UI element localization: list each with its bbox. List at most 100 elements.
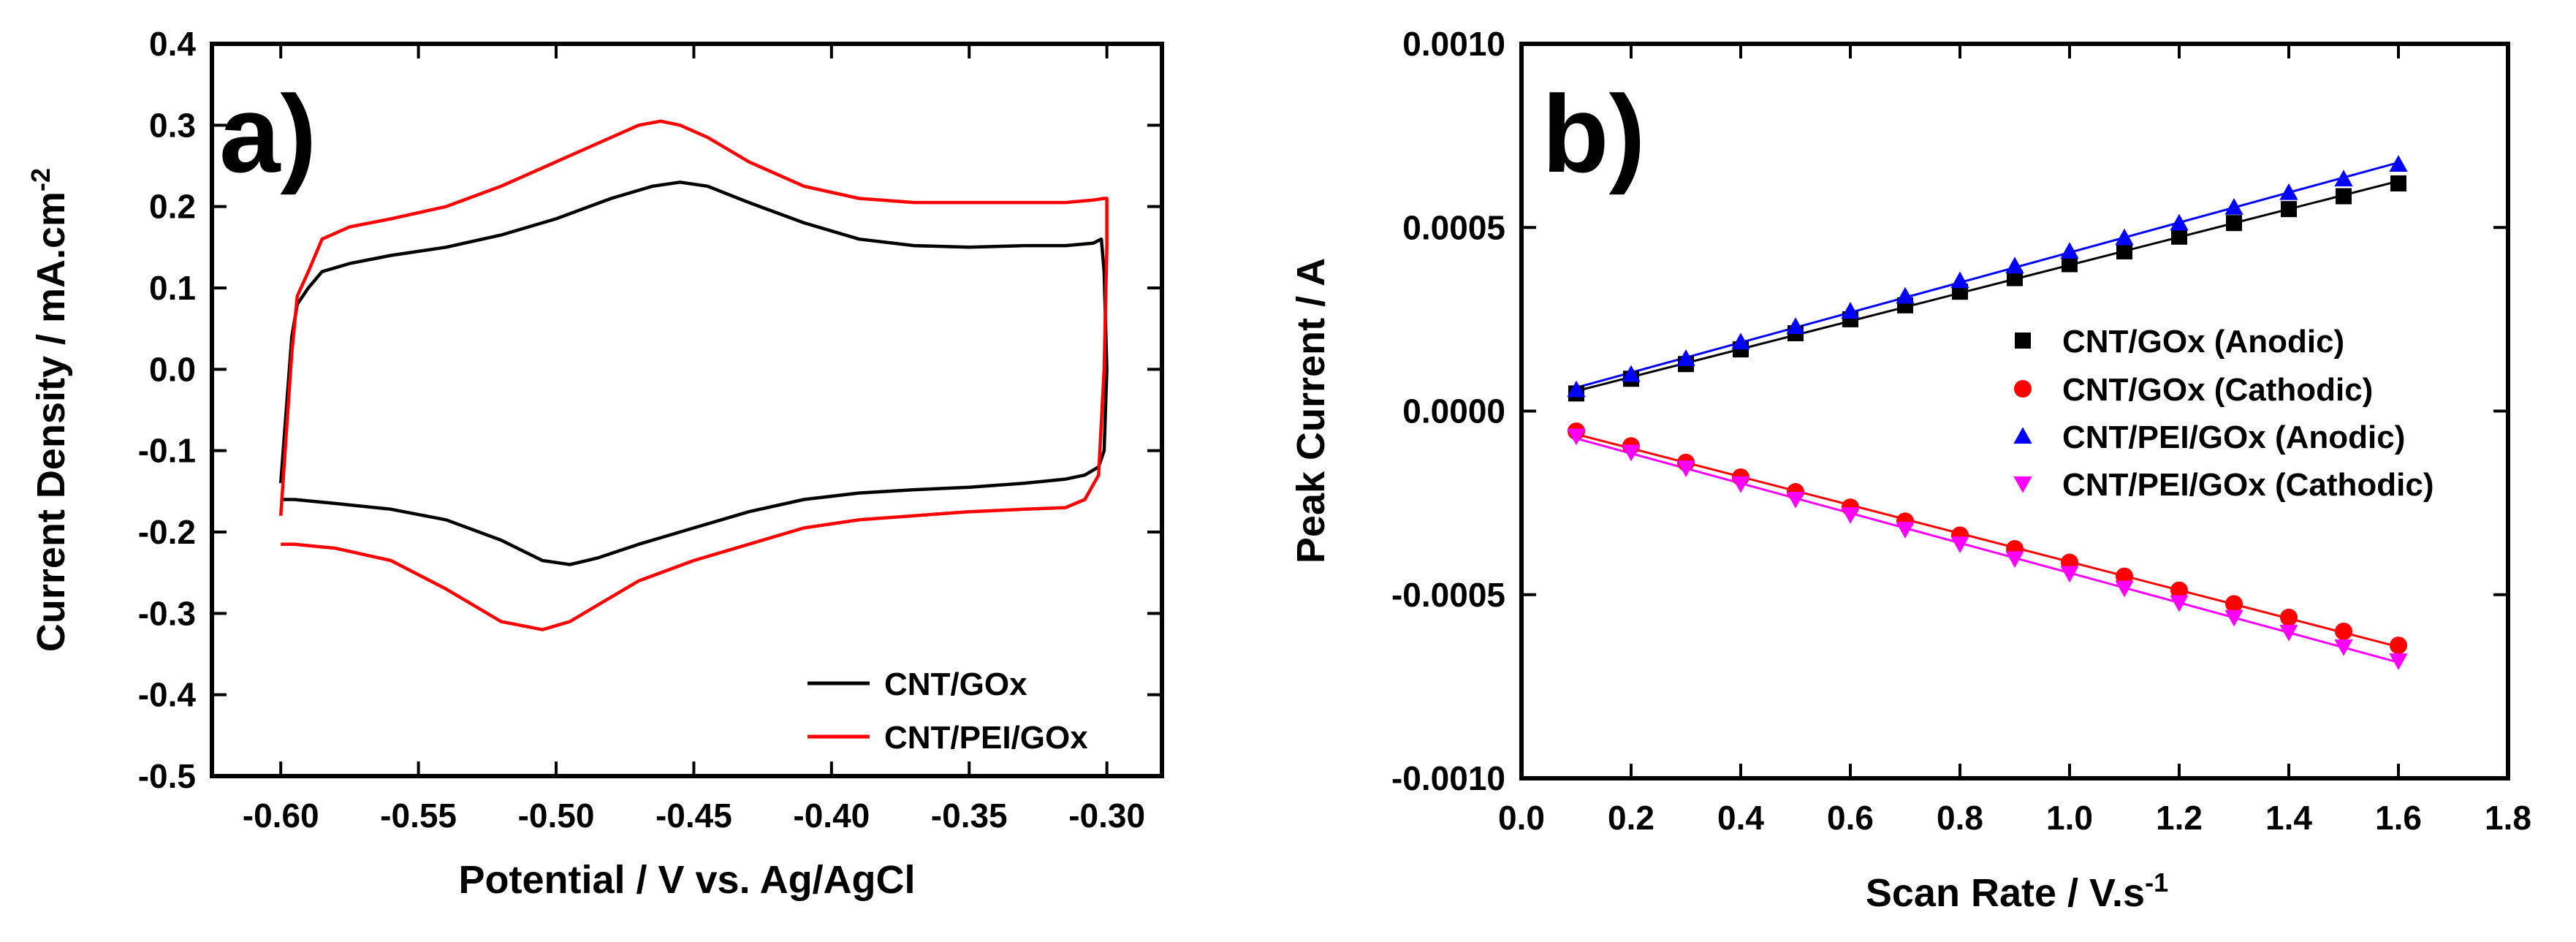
panel-b-plot-frame — [1519, 42, 2510, 780]
cv-curve-cnt-pei-gox — [278, 119, 1109, 631]
point-cnt-gox-cathodic — [2390, 637, 2407, 655]
point-cnt-gox-anodic — [2226, 215, 2242, 232]
panel-b-tick-marks — [1520, 42, 2509, 780]
panel-b-x-axis-title: Scan Rate / V.s-1 — [1866, 867, 2168, 915]
legend-label-cnt-gox: CNT/GOx — [884, 666, 1027, 702]
y-tick-label: -0.0010 — [1391, 759, 1505, 797]
y-tick-label: -0.2 — [138, 513, 196, 551]
fit-line-cnt-pei-gox-cathodic — [1576, 437, 2399, 664]
x-tick-label: 0.4 — [1717, 799, 1764, 837]
x-tick-label: -0.35 — [931, 797, 1008, 835]
point-cnt-gox-anodic — [2281, 201, 2297, 218]
point-cnt-gox-anodic — [2007, 270, 2023, 286]
y-tick-label: -0.1 — [138, 432, 196, 470]
y-tick-label: 0.0000 — [1402, 392, 1505, 430]
point-cnt-pei-gox-anodic — [2389, 155, 2408, 172]
legend-marker-cnt-gox-anodic — [2015, 333, 2031, 349]
x-tick-label: 0.0 — [1498, 799, 1545, 837]
point-cnt-gox-anodic — [2390, 175, 2406, 191]
point-cnt-gox-cathodic — [2335, 623, 2352, 640]
point-cnt-pei-gox-cathodic — [1676, 460, 1695, 478]
panel-a-y-axis-title-superscript: -2 — [26, 168, 56, 191]
panel-a-y-tick-labels: 0.4 0.3 0.2 0.1 0.0 -0.1 -0.2 -0.3 -0.4 -0.5 — [138, 25, 197, 795]
x-tick-label: 0.8 — [1937, 799, 1983, 837]
point-cnt-gox-cathodic — [2170, 581, 2188, 599]
panel-a-series — [278, 119, 1109, 631]
point-cnt-pei-gox-anodic — [1950, 271, 1969, 289]
point-cnt-pei-gox-cathodic — [1731, 476, 1750, 493]
x-tick-label: -0.30 — [1068, 797, 1145, 835]
point-cnt-gox-anodic — [2116, 243, 2132, 259]
y-tick-label: 0.0005 — [1402, 208, 1505, 246]
legend-marker-cnt-pei-gox-cathodic — [2013, 476, 2032, 493]
x-tick-label: 1.6 — [2375, 799, 2422, 837]
point-cnt-pei-gox-cathodic — [1841, 507, 1860, 524]
fit-line-cnt-pei-gox-anodic — [1576, 161, 2399, 389]
panel-b-x-tick-labels: 0.0 0.2 0.4 0.6 0.8 1.0 1.2 1.4 1.6 1.8 — [1498, 799, 2531, 837]
point-cnt-gox-cathodic — [2280, 608, 2298, 626]
legend-label-cnt-pei-gox-cathodic: CNT/PEI/GOx (Cathodic) — [2062, 467, 2433, 503]
point-cnt-pei-gox-cathodic — [2115, 580, 2134, 598]
point-cnt-gox-cathodic — [2225, 595, 2243, 613]
y-tick-label: -0.0005 — [1391, 576, 1505, 614]
panel-a-letter: a) — [219, 72, 316, 195]
point-cnt-gox-anodic — [2171, 228, 2187, 245]
point-cnt-pei-gox-cathodic — [1786, 491, 1805, 509]
legend-label-cnt-gox-anodic: CNT/GOx (Anodic) — [2062, 324, 2344, 360]
y-tick-label: 0.1 — [149, 269, 196, 307]
point-cnt-pei-gox-cathodic — [1896, 522, 1915, 539]
point-cnt-pei-gox-anodic — [2170, 213, 2189, 231]
x-tick-label: 0.6 — [1827, 799, 1874, 837]
panel-a-plot-frame — [210, 42, 1164, 778]
point-cnt-pei-gox-cathodic — [1622, 444, 1641, 462]
panel-b-y-tick-labels: 0.0010 0.0005 0.0000 -0.0005 -0.0010 — [1391, 25, 1505, 797]
point-cnt-pei-gox-anodic — [1731, 333, 1750, 350]
legend-label-cnt-pei-gox-anodic: CNT/PEI/GOx (Anodic) — [2062, 419, 2405, 455]
y-tick-label: -0.3 — [138, 594, 196, 632]
panel-a-y-axis-title: Current Density / mA.cm-2 — [26, 168, 73, 652]
point-cnt-pei-gox-cathodic — [2224, 609, 2243, 627]
legend-marker-cnt-pei-gox-anodic — [2013, 427, 2032, 444]
y-tick-label: 0.0010 — [1402, 25, 1505, 63]
y-tick-label: 0.2 — [149, 188, 196, 226]
x-tick-label: -0.50 — [518, 797, 595, 835]
x-tick-label: -0.40 — [793, 797, 870, 835]
point-cnt-pei-gox-anodic — [2115, 228, 2134, 246]
fit-line-cnt-gox-anodic — [1576, 180, 2399, 392]
point-cnt-pei-gox-cathodic — [1950, 536, 1969, 554]
point-cnt-pei-gox-cathodic — [2170, 595, 2189, 612]
y-tick-label: 0.4 — [149, 25, 196, 63]
panel-a-x-axis-title: Potential / V vs. Ag/AgCl — [458, 858, 915, 902]
panel-a-tick-marks — [212, 42, 1162, 778]
x-tick-label: 1.4 — [2265, 799, 2312, 837]
point-cnt-pei-gox-cathodic — [2389, 653, 2408, 670]
x-tick-label: -0.45 — [656, 797, 732, 835]
panel-b-series — [1567, 155, 2408, 670]
point-cnt-pei-gox-cathodic — [2279, 624, 2298, 642]
legend-label-cnt-gox-cathodic: CNT/GOx (Cathodic) — [2062, 372, 2373, 408]
point-cnt-pei-gox-anodic — [2005, 257, 2024, 274]
legend-marker-cnt-gox-cathodic — [2014, 380, 2032, 398]
fit-line-cnt-gox-cathodic — [1576, 433, 2399, 648]
x-tick-label: 1.0 — [2046, 799, 2093, 837]
point-cnt-pei-gox-anodic — [1622, 365, 1641, 382]
panel-b-x-axis-title-main: Scan Rate / V.s — [1866, 871, 2145, 915]
point-cnt-pei-gox-cathodic — [2005, 551, 2024, 569]
panel-b-letter: b) — [1542, 72, 1646, 195]
point-cnt-pei-gox-anodic — [2279, 183, 2298, 200]
y-tick-label: -0.5 — [138, 757, 196, 795]
point-cnt-pei-gox-anodic — [1896, 286, 1915, 304]
point-cnt-pei-gox-anodic — [1786, 317, 1805, 335]
panel-a-legend: CNT/GOx CNT/PEI/GOx — [808, 666, 1088, 756]
point-cnt-pei-gox-cathodic — [2334, 639, 2353, 656]
x-tick-label: 0.2 — [1608, 799, 1654, 837]
point-cnt-pei-gox-anodic — [2334, 170, 2353, 187]
x-tick-label: 1.8 — [2485, 799, 2531, 837]
panel-b-peak-current: 0.0010 0.0005 0.0000 -0.0005 -0.0010 0.0 0.2 0… — [1289, 25, 2531, 915]
point-cnt-pei-gox-cathodic — [2060, 566, 2079, 583]
x-tick-label: -0.60 — [243, 797, 319, 835]
y-tick-label: 0.3 — [149, 106, 196, 144]
panel-b-fit-lines — [1576, 161, 2399, 664]
legend-label-cnt-pei-gox: CNT/PEI/GOx — [884, 720, 1088, 756]
